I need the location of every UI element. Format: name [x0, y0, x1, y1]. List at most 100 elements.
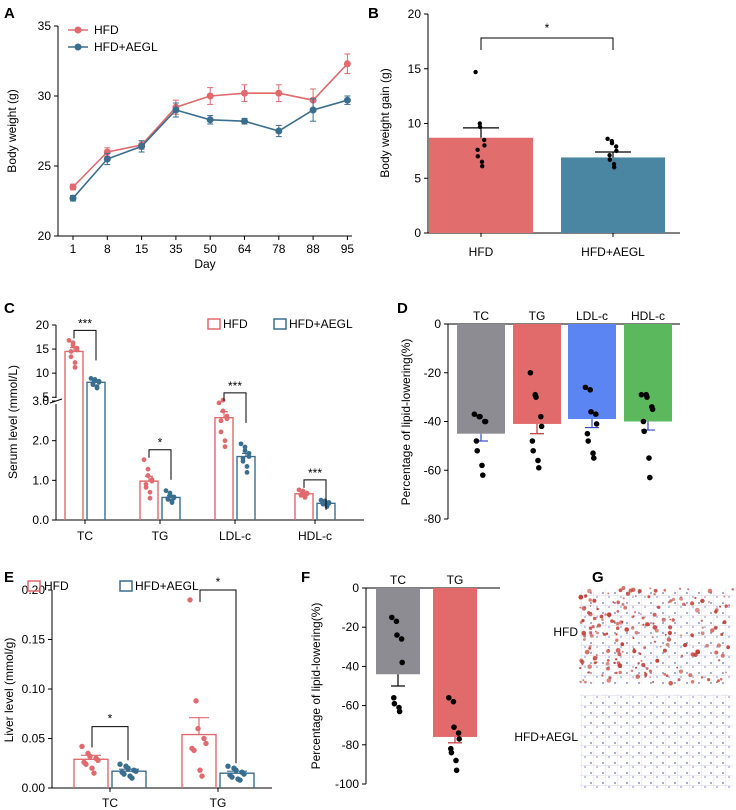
lipid-droplet [714, 610, 718, 614]
chart-e-legend-hfd: HFD [44, 579, 69, 593]
chart-c-point [169, 500, 175, 505]
panel-letter-g: G [592, 569, 604, 586]
lipid-droplet [615, 658, 618, 661]
chart-e-point [237, 777, 243, 783]
chart-c-point [147, 495, 153, 501]
lipid-droplet [646, 622, 651, 627]
lipid-droplet [588, 626, 593, 630]
chart-c-point [302, 494, 308, 500]
chart-a-point [343, 96, 351, 104]
lipid-droplet [581, 619, 585, 623]
lipid-droplet [644, 672, 648, 677]
chart-f-bar [433, 588, 477, 737]
lipid-droplet [583, 633, 586, 636]
chart-e-point [193, 698, 199, 704]
lipid-droplet [615, 621, 620, 626]
lipid-droplet [695, 649, 701, 655]
lipid-droplet [719, 605, 722, 608]
lipid-droplet [579, 621, 583, 624]
lipid-droplet [652, 625, 658, 630]
chart-f-point [456, 736, 463, 742]
chart-d-point [585, 438, 591, 444]
chart-b-point [614, 144, 619, 149]
chart-c-point [222, 444, 228, 450]
chart-a-xtick-label: 8 [104, 242, 111, 256]
lipid-droplet [719, 677, 723, 681]
chart-d-point [638, 391, 645, 398]
legend-hfd-marker [74, 26, 82, 34]
lipid-droplet [615, 633, 618, 636]
chart-a-point [309, 106, 317, 114]
lipid-droplet [710, 628, 715, 633]
lipid-droplet [606, 678, 612, 683]
chart-d-point [593, 411, 599, 417]
chart-c-point [149, 478, 155, 484]
lipid-droplet [649, 587, 652, 590]
chart-b-point [479, 159, 485, 165]
chart-d-point [527, 369, 534, 376]
lipid-droplet [652, 622, 655, 625]
chart-d-point [473, 438, 480, 444]
lipid-droplet [622, 597, 625, 600]
lipid-droplet [731, 588, 734, 591]
lipid-droplet [647, 595, 651, 599]
panel-letter-e: E [4, 569, 14, 586]
lipid-droplet [601, 618, 604, 621]
chart-d-point [474, 447, 481, 454]
chart-d-point [533, 394, 539, 400]
lipid-droplet [632, 648, 636, 651]
chart-e-point [199, 773, 205, 779]
chart-d-point [646, 455, 652, 461]
chart-e-point [79, 743, 85, 750]
lipid-droplet [665, 642, 670, 647]
chart-f-bar: Percentage of lipid-lowering(%) -100 -80 -… [309, 573, 500, 791]
chart-f-point [453, 767, 460, 774]
chart-c-bar-hfd [64, 350, 84, 520]
lipid-droplet [617, 652, 622, 657]
lipid-droplet [591, 625, 595, 629]
lipid-droplet [620, 642, 625, 647]
lipid-droplet [618, 588, 623, 593]
chart-a-legend-hfd: HFD [94, 23, 119, 37]
lipid-droplet [615, 626, 620, 630]
chart-b-point [614, 148, 619, 154]
chart-c-point [242, 448, 248, 453]
lipid-droplet [671, 597, 676, 602]
lipid-droplet [690, 633, 694, 637]
chart-b-point [473, 69, 478, 75]
chart-f-bar [376, 588, 420, 675]
chart-c-lower-ytick-label: 0.0 [32, 513, 49, 527]
chart-e-point [91, 770, 97, 776]
chart-b-ylabel: Body weight gain (g) [378, 68, 392, 177]
chart-c-upper-ytick-label: 20 [36, 318, 50, 332]
chart-a-xtick-label: 15 [135, 242, 149, 256]
chart-a-xlabel: Day [194, 257, 215, 271]
chart-e-point [233, 767, 239, 773]
chart-d-point [477, 413, 483, 420]
chart-c-point [320, 501, 326, 507]
lipid-droplet [714, 650, 719, 655]
chart-d-point [529, 438, 536, 444]
chart-e-legend-aegl: HFD+AEGL [135, 579, 199, 593]
lipid-droplet [634, 611, 637, 614]
chart-b-point [475, 147, 480, 152]
chart-c-point [68, 349, 74, 354]
lipid-droplet [592, 598, 597, 603]
chart-c-lower-ytick-label: 2.0 [32, 434, 49, 448]
lipid-droplet [700, 598, 705, 604]
lipid-droplet [616, 610, 620, 613]
lipid-droplet [680, 634, 682, 636]
chart-c-upper-ytick-label: 15 [36, 342, 50, 356]
lipid-droplet [604, 613, 607, 616]
lipid-droplet [618, 670, 622, 675]
lipid-droplet [584, 594, 588, 598]
lipid-droplet [641, 662, 646, 668]
chart-b-ytick-label: 10 [408, 117, 422, 131]
chart-f-ytick-label: -40 [342, 659, 360, 673]
lipid-droplet [635, 666, 637, 669]
chart-b-xtick-label: HFD [469, 245, 494, 259]
lipid-droplet [659, 645, 662, 648]
chart-b-point [482, 137, 487, 143]
chart-c-legend-hfd: HFD [223, 317, 248, 331]
chart-a-legend: HFD HFD+AEGL [68, 23, 158, 54]
